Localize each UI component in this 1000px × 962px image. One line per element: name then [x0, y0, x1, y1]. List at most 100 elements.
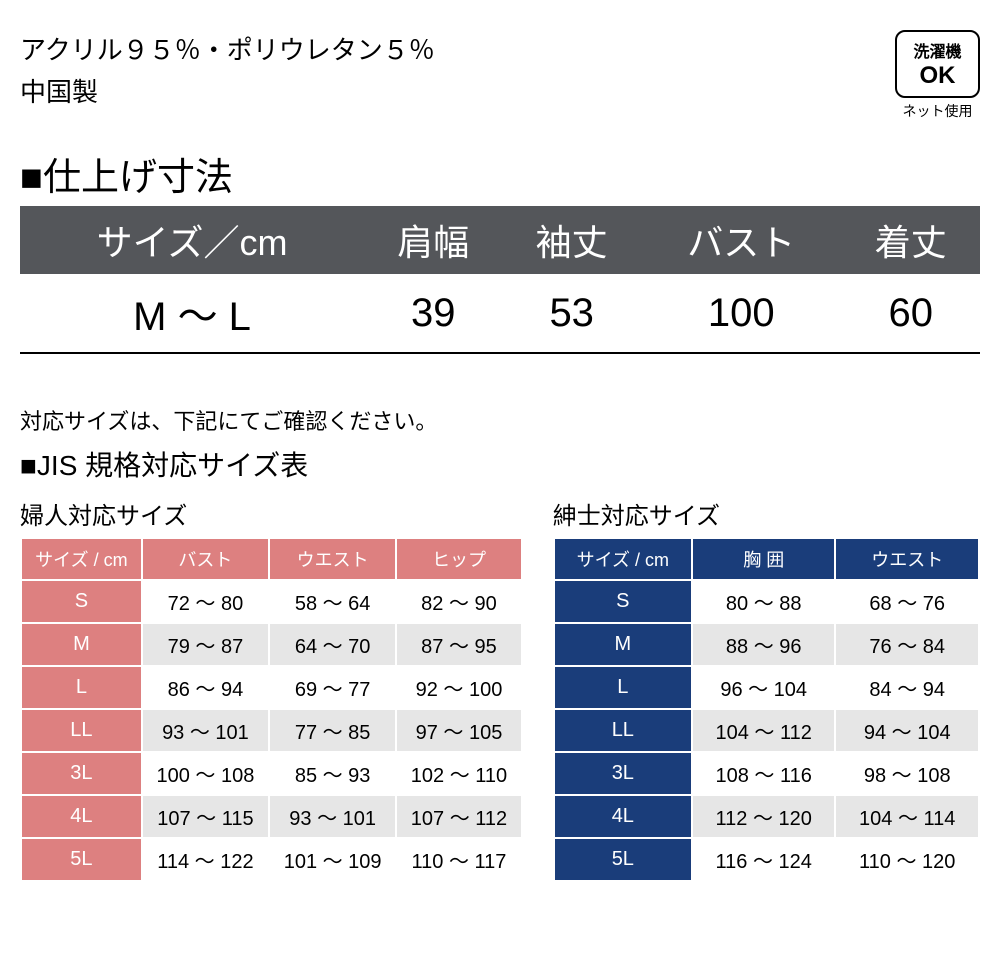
size-row: M88 ～ 9676 ～ 84: [555, 624, 978, 665]
top-area: アクリル９５％・ポリウレタン５％ 中国製 洗濯機 OK ネット使用: [20, 30, 980, 121]
size-row: 4L107 ～ 11593 ～ 101107 ～ 112: [22, 796, 521, 837]
note-text: 対応サイズは、下記にてご確認ください。: [20, 404, 980, 436]
size-row: L96 ～ 10484 ～ 94: [555, 667, 978, 708]
size-val: 77 ～ 85: [270, 710, 395, 751]
mens-table: サイズ / cm胸 囲ウエストS80 ～ 8868 ～ 76M88 ～ 9676…: [553, 537, 980, 882]
finish-th-sleeve: 袖丈: [502, 206, 640, 274]
size-val: 110 ～ 120: [836, 839, 978, 880]
size-label: 4L: [22, 796, 141, 837]
finish-heading: ■仕上げ寸法: [20, 146, 980, 201]
size-row: L86 ～ 9469 ～ 7792 ～ 100: [22, 667, 521, 708]
finish-th-bust: バスト: [641, 206, 842, 274]
size-label: LL: [22, 710, 141, 751]
size-val: 108 ～ 116: [693, 753, 835, 794]
ladies-block: 婦人対応サイズ サイズ / cmバストウエストヒップS72 ～ 8058 ～ 6…: [20, 496, 523, 882]
size-val: 79 ～ 87: [143, 624, 268, 665]
size-row: 5L116 ～ 124110 ～ 120: [555, 839, 978, 880]
size-val: 92 ～ 100: [397, 667, 520, 708]
size-header-row: サイズ / cm胸 囲ウエスト: [555, 539, 978, 579]
size-row: 3L108 ～ 11698 ～ 108: [555, 753, 978, 794]
size-val: 88 ～ 96: [693, 624, 835, 665]
size-val: 94 ～ 104: [836, 710, 978, 751]
size-val: 107 ～ 112: [397, 796, 520, 837]
size-row: M79 ～ 8764 ～ 7087 ～ 95: [22, 624, 521, 665]
size-label: S: [555, 581, 691, 622]
size-label: S: [22, 581, 141, 622]
size-label: 5L: [22, 839, 141, 880]
size-label: L: [22, 667, 141, 708]
size-th-1: 胸 囲: [693, 539, 835, 579]
size-val: 112 ～ 120: [693, 796, 835, 837]
size-val: 96 ～ 104: [693, 667, 835, 708]
jis-heading: ■JIS 規格対応サイズ表: [20, 444, 980, 484]
size-label: 5L: [555, 839, 691, 880]
wash-badge-container: 洗濯機 OK ネット使用: [895, 30, 980, 121]
size-val: 93 ～ 101: [143, 710, 268, 751]
size-val: 87 ～ 95: [397, 624, 520, 665]
size-val: 110 ～ 117: [397, 839, 520, 880]
size-row: LL93 ～ 10177 ～ 8597 ～ 105: [22, 710, 521, 751]
ladies-table: サイズ / cmバストウエストヒップS72 ～ 8058 ～ 6482 ～ 90…: [20, 537, 523, 882]
size-label: 3L: [555, 753, 691, 794]
wash-line1: 洗濯機: [907, 38, 968, 62]
wash-under: ネット使用: [895, 101, 980, 121]
size-val: 86 ～ 94: [143, 667, 268, 708]
finish-td-sleeve: 53: [502, 274, 640, 353]
size-val: 64 ～ 70: [270, 624, 395, 665]
size-val: 58 ～ 64: [270, 581, 395, 622]
size-val: 69 ～ 77: [270, 667, 395, 708]
size-val: 98 ～ 108: [836, 753, 978, 794]
size-val: 68 ～ 76: [836, 581, 978, 622]
size-val: 100 ～ 108: [143, 753, 268, 794]
size-row: 4L112 ～ 120104 ～ 114: [555, 796, 978, 837]
material-info: アクリル９５％・ポリウレタン５％ 中国製: [20, 30, 435, 113]
finish-data-row: M ～ L 39 53 100 60: [20, 274, 980, 353]
size-label: L: [555, 667, 691, 708]
size-val: 114 ～ 122: [143, 839, 268, 880]
size-label: M: [555, 624, 691, 665]
size-th-3: ヒップ: [397, 539, 520, 579]
size-th-1: バスト: [143, 539, 268, 579]
mens-block: 紳士対応サイズ サイズ / cm胸 囲ウエストS80 ～ 8868 ～ 76M8…: [553, 496, 980, 882]
finish-td-size: M ～ L: [20, 274, 364, 353]
size-val: 72 ～ 80: [143, 581, 268, 622]
size-label: 4L: [555, 796, 691, 837]
size-row: 5L114 ～ 122101 ～ 109110 ～ 117: [22, 839, 521, 880]
size-val: 84 ～ 94: [836, 667, 978, 708]
size-row: S72 ～ 8058 ～ 6482 ～ 90: [22, 581, 521, 622]
finish-table: サイズ／cm 肩幅 袖丈 バスト 着丈 M ～ L 39 53 100 60: [20, 206, 980, 354]
size-label: LL: [555, 710, 691, 751]
size-header-row: サイズ / cmバストウエストヒップ: [22, 539, 521, 579]
material-composition: アクリル９５％・ポリウレタン５％: [20, 30, 435, 72]
finish-td-length: 60: [842, 274, 980, 353]
size-val: 93 ～ 101: [270, 796, 395, 837]
size-label: 3L: [22, 753, 141, 794]
size-row: LL104 ～ 11294 ～ 104: [555, 710, 978, 751]
finish-td-bust: 100: [641, 274, 842, 353]
size-val: 101 ～ 109: [270, 839, 395, 880]
size-val: 80 ～ 88: [693, 581, 835, 622]
tables-row: 婦人対応サイズ サイズ / cmバストウエストヒップS72 ～ 8058 ～ 6…: [20, 496, 980, 882]
finish-header-row: サイズ／cm 肩幅 袖丈 バスト 着丈: [20, 206, 980, 274]
size-th-0: サイズ / cm: [555, 539, 691, 579]
size-val: 116 ～ 124: [693, 839, 835, 880]
finish-th-length: 着丈: [842, 206, 980, 274]
wash-line2: OK: [907, 62, 968, 90]
size-val: 76 ～ 84: [836, 624, 978, 665]
size-label: M: [22, 624, 141, 665]
size-th-2: ウエスト: [270, 539, 395, 579]
size-val: 102 ～ 110: [397, 753, 520, 794]
size-val: 107 ～ 115: [143, 796, 268, 837]
mens-subtitle: 紳士対応サイズ: [553, 496, 980, 531]
ladies-subtitle: 婦人対応サイズ: [20, 496, 523, 531]
size-row: 3L100 ～ 10885 ～ 93102 ～ 110: [22, 753, 521, 794]
size-th-2: ウエスト: [836, 539, 978, 579]
size-val: 97 ～ 105: [397, 710, 520, 751]
size-val: 82 ～ 90: [397, 581, 520, 622]
finish-th-shoulder: 肩幅: [364, 206, 502, 274]
finish-td-shoulder: 39: [364, 274, 502, 353]
size-val: 104 ～ 112: [693, 710, 835, 751]
size-val: 85 ～ 93: [270, 753, 395, 794]
size-row: S80 ～ 8868 ～ 76: [555, 581, 978, 622]
wash-badge: 洗濯機 OK: [895, 30, 980, 98]
